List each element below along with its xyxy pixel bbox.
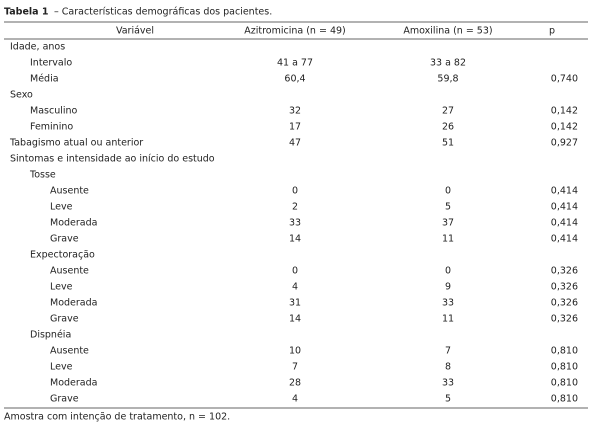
column-header: Variável xyxy=(116,26,154,37)
cell: 33 xyxy=(289,218,301,229)
row-label: Moderada xyxy=(50,378,97,389)
cell: 11 xyxy=(442,234,454,245)
group-label: Idade, anos xyxy=(10,42,65,53)
cell: 51 xyxy=(442,138,454,149)
cell: 33 xyxy=(442,298,454,309)
row-label: Moderada xyxy=(50,298,97,309)
row-label: Intervalo xyxy=(30,58,72,69)
cell: 0,326 xyxy=(551,314,578,325)
row-label: Ausente xyxy=(50,266,89,277)
cell: 0,326 xyxy=(551,282,578,293)
footnote: Amostra com intenção de tratamento, n = … xyxy=(4,412,230,423)
cell: 2 xyxy=(292,202,298,213)
cell: 0,414 xyxy=(551,186,578,197)
group-label: Sintomas e intensidade ao início do estu… xyxy=(10,154,215,165)
cell: 7 xyxy=(445,346,451,357)
cell: 10 xyxy=(289,346,301,357)
cell: 0,810 xyxy=(551,394,578,405)
cell: 33 a 82 xyxy=(430,58,466,69)
cell: 41 a 77 xyxy=(277,58,313,69)
row-label: Grave xyxy=(50,314,79,325)
row-label: Ausente xyxy=(50,346,89,357)
cell: 0,810 xyxy=(551,378,578,389)
cell: 0,414 xyxy=(551,234,578,245)
cell: 4 xyxy=(292,394,298,405)
cell: 0 xyxy=(292,266,298,277)
row-label: Feminino xyxy=(30,122,73,133)
row-label: Grave xyxy=(50,394,79,405)
row-label: Ausente xyxy=(50,186,89,197)
cell: 0,740 xyxy=(551,74,578,85)
cell: 14 xyxy=(289,314,301,325)
row-label: Masculino xyxy=(30,106,78,117)
cell: 0,326 xyxy=(551,298,578,309)
cell: 26 xyxy=(442,122,454,133)
row-label: Expectoração xyxy=(30,250,95,261)
group-label: Sexo xyxy=(10,90,33,101)
cell: 0 xyxy=(445,266,451,277)
cell: 14 xyxy=(289,234,301,245)
column-header: p xyxy=(549,26,555,37)
cell: 5 xyxy=(445,394,451,405)
row-label: Média xyxy=(30,74,59,85)
cell: 11 xyxy=(442,314,454,325)
table-title: – Características demográficas dos pacie… xyxy=(54,7,272,18)
cell: 5 xyxy=(445,202,451,213)
cell: 4 xyxy=(292,282,298,293)
row-label: Grave xyxy=(50,234,79,245)
cell: 0,414 xyxy=(551,202,578,213)
row-label: Leve xyxy=(50,282,73,293)
cell: 27 xyxy=(442,106,454,117)
row-label: Tosse xyxy=(29,170,56,181)
group-label: Tabagismo atual ou anterior xyxy=(9,138,143,149)
row-label: Leve xyxy=(50,362,73,373)
cell: 0,414 xyxy=(551,218,578,229)
cell: 47 xyxy=(289,138,301,149)
cell: 0,810 xyxy=(551,346,578,357)
cell: 37 xyxy=(442,218,454,229)
cell: 59,8 xyxy=(437,74,458,85)
cell: 0,142 xyxy=(551,106,578,117)
row-label: Leve xyxy=(50,202,73,213)
cell: 0,810 xyxy=(551,362,578,373)
cell: 7 xyxy=(292,362,298,373)
cell: 28 xyxy=(289,378,301,389)
cell: 0 xyxy=(445,186,451,197)
cell: 31 xyxy=(289,298,301,309)
cell: 0 xyxy=(292,186,298,197)
cell: 8 xyxy=(445,362,451,373)
column-header: Amoxilina (n = 53) xyxy=(403,26,492,37)
table-label: Tabela 1 xyxy=(4,7,49,18)
cell: 60,4 xyxy=(284,74,305,85)
cell: 0,326 xyxy=(551,266,578,277)
row-label: Dispnéia xyxy=(30,330,71,341)
row-label: Moderada xyxy=(50,218,97,229)
cell: 33 xyxy=(442,378,454,389)
column-header: Azitromicina (n = 49) xyxy=(244,26,346,37)
cell: 0,142 xyxy=(551,122,578,133)
cell: 0,927 xyxy=(551,138,578,149)
cell: 17 xyxy=(289,122,301,133)
cell: 9 xyxy=(445,282,451,293)
cell: 32 xyxy=(289,106,301,117)
